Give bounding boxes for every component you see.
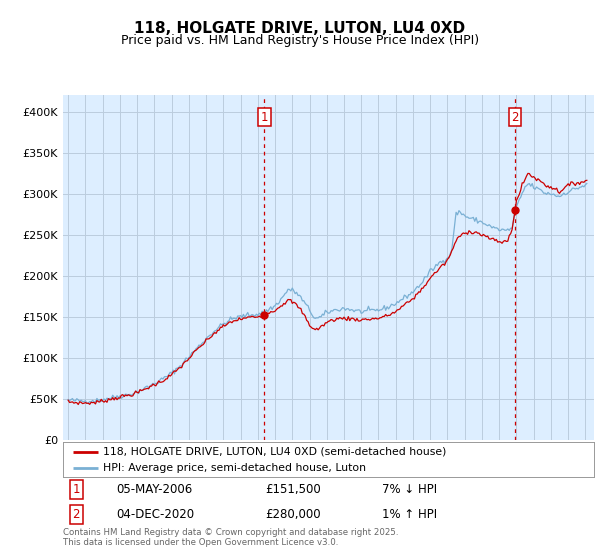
Text: 1% ↑ HPI: 1% ↑ HPI — [382, 508, 437, 521]
Text: 05-MAY-2006: 05-MAY-2006 — [116, 483, 193, 496]
Text: 118, HOLGATE DRIVE, LUTON, LU4 0XD: 118, HOLGATE DRIVE, LUTON, LU4 0XD — [134, 21, 466, 36]
Text: 7% ↓ HPI: 7% ↓ HPI — [382, 483, 437, 496]
Text: 2: 2 — [511, 111, 519, 124]
Text: 118, HOLGATE DRIVE, LUTON, LU4 0XD (semi-detached house): 118, HOLGATE DRIVE, LUTON, LU4 0XD (semi… — [103, 447, 446, 457]
Text: Price paid vs. HM Land Registry's House Price Index (HPI): Price paid vs. HM Land Registry's House … — [121, 34, 479, 46]
Text: £280,000: £280,000 — [265, 508, 320, 521]
Text: HPI: Average price, semi-detached house, Luton: HPI: Average price, semi-detached house,… — [103, 463, 366, 473]
Text: 2: 2 — [73, 508, 80, 521]
Text: £151,500: £151,500 — [265, 483, 320, 496]
Text: Contains HM Land Registry data © Crown copyright and database right 2025.
This d: Contains HM Land Registry data © Crown c… — [63, 528, 398, 548]
Text: 1: 1 — [260, 111, 268, 124]
Text: 1: 1 — [73, 483, 80, 496]
Text: 04-DEC-2020: 04-DEC-2020 — [116, 508, 194, 521]
